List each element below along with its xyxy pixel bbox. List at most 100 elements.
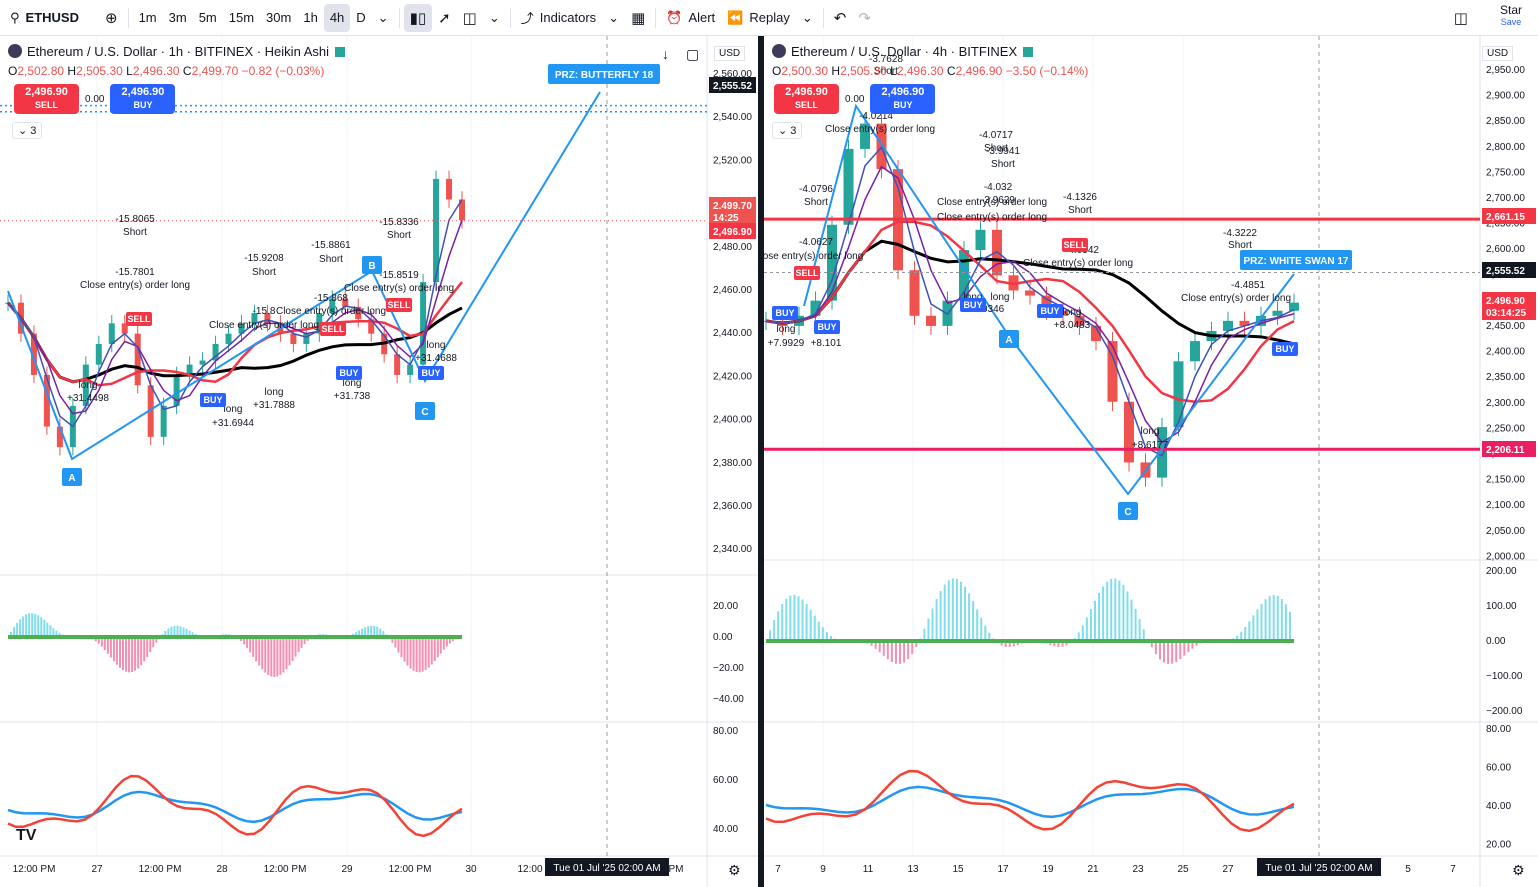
left-chart-legend[interactable]: Ethereum / U.S. Dollar · 1h · BITFINEX ·… bbox=[8, 44, 345, 59]
alert-button[interactable]: ⏰ Alert bbox=[660, 4, 721, 32]
redo-icon[interactable]: ↷ bbox=[858, 9, 871, 27]
crosshair-time-label: Tue 01 Jul '25 02:00 AM bbox=[553, 863, 660, 874]
star-save-button[interactable]: Star Save bbox=[1494, 4, 1538, 32]
right-chart-canvas[interactable]: 2,950.00 2,900.00 2,850.00 2,800.00 2,750.00… bbox=[764, 36, 1538, 887]
indicators-button[interactable]: ⤴ Indicators bbox=[515, 4, 602, 32]
price-axis-label: 2,650.00 bbox=[1486, 219, 1525, 230]
symbol-search[interactable]: ⚲ ETHUSD bbox=[0, 4, 85, 32]
right-chart-legend[interactable]: Ethereum / U.S. Dollar · 4h · BITFINEX bbox=[772, 44, 1034, 59]
right-spread: 0.00 bbox=[845, 93, 865, 105]
trade-annotation: -4.0717 bbox=[979, 130, 1013, 141]
panel-divider[interactable] bbox=[758, 36, 764, 887]
candle-body bbox=[810, 300, 821, 316]
left-maximize-icon[interactable]: ▢ bbox=[686, 46, 700, 62]
tab-15m[interactable]: 15m bbox=[228, 10, 255, 25]
pattern-point-label: A bbox=[68, 473, 75, 484]
left-trade-panel: 2,496.90 SELL 0.00 2,496.90 BUY bbox=[14, 84, 176, 114]
signal-label: SELL bbox=[1063, 240, 1087, 250]
right-chart-panel[interactable]: 2,950.00 2,900.00 2,850.00 2,800.00 2,750.00… bbox=[764, 36, 1538, 887]
left-sell-label: SELL bbox=[34, 100, 58, 110]
tab-3m[interactable]: 3m bbox=[168, 10, 187, 25]
candle-body bbox=[303, 333, 310, 344]
left-settings-gear-icon[interactable]: ⚙ bbox=[728, 862, 741, 878]
trade-annotation: Short bbox=[804, 197, 828, 208]
right-sell-button[interactable]: 2,496.90 SELL bbox=[774, 84, 839, 114]
chevron-down-icon[interactable]: ⌄ bbox=[377, 9, 389, 25]
right-low: 2,496.30 bbox=[896, 64, 944, 78]
time-axis-label: 9 bbox=[820, 864, 826, 875]
rsi-axis-label: 20.00 bbox=[1486, 840, 1511, 851]
macd-axis-label: 100.00 bbox=[1486, 601, 1517, 612]
rsi-axis-label: 80.00 bbox=[713, 726, 738, 737]
rewind-icon: ⏪ bbox=[727, 9, 744, 25]
price-tag-label: 2,555.52 bbox=[1486, 266, 1525, 277]
candle-body bbox=[407, 364, 414, 375]
candle-body bbox=[420, 282, 427, 365]
trade-annotation: -15.7801 bbox=[115, 267, 155, 278]
signal-label: SELL bbox=[127, 314, 151, 324]
left-indicator-toggle[interactable]: ⌄ 3 bbox=[12, 122, 43, 139]
trade-annotation: -15.8519 bbox=[379, 270, 419, 281]
tab-4h[interactable]: 4h bbox=[323, 3, 351, 32]
candle-body bbox=[212, 343, 219, 361]
candle-body bbox=[860, 123, 870, 149]
layout-panels-icon[interactable]: ◫ bbox=[1453, 9, 1468, 27]
candles-chart-type-icon[interactable]: ▮▯ bbox=[403, 3, 433, 32]
ma-fast-line bbox=[7, 219, 463, 415]
trade-annotation: -3.7628 bbox=[869, 54, 903, 65]
trade-annotation: long bbox=[427, 340, 446, 351]
toolbar-divider bbox=[655, 7, 657, 28]
left-ohlc-readout: O2,502.80 H2,505.30 L2,496.30 C2,499.70 … bbox=[8, 64, 325, 78]
price-axis-label: 2,560.00 bbox=[713, 69, 752, 80]
left-scroll-down-icon[interactable]: ↓ bbox=[662, 46, 669, 62]
chevron-down-icon[interactable]: ⌄ bbox=[488, 9, 500, 25]
price-axis-label: 2,000.00 bbox=[1486, 551, 1525, 562]
bar-chart-type-icon[interactable]: ◫ bbox=[462, 9, 477, 27]
price-tag-box bbox=[1482, 262, 1536, 278]
tab-1h[interactable]: 1h bbox=[303, 10, 318, 25]
candle-body bbox=[1289, 302, 1299, 311]
trade-annotation: -15.8336 bbox=[379, 217, 419, 228]
left-currency-selector[interactable]: USD bbox=[714, 46, 746, 61]
undo-icon[interactable]: ↶ bbox=[833, 9, 847, 27]
trade-annotation: +8.6177 bbox=[1132, 440, 1169, 451]
trade-annotation: -15.9208 bbox=[244, 253, 284, 264]
signal-badge bbox=[772, 306, 798, 320]
left-buy-button[interactable]: 2,496.90 BUY bbox=[110, 84, 176, 114]
left-chart-canvas[interactable]: 2,560.002,540.002,520.002,500.002,480.00… bbox=[0, 36, 758, 887]
tab-D[interactable]: D bbox=[356, 10, 366, 25]
signal-label: SELL bbox=[387, 300, 411, 310]
chevron-down-icon[interactable]: ⌄ bbox=[801, 9, 813, 25]
right-currency-selector[interactable]: USD bbox=[1482, 46, 1514, 61]
signal-badge bbox=[1272, 342, 1298, 356]
right-buy-button[interactable]: 2,496.90 BUY bbox=[870, 84, 936, 114]
right-indicator-toggle[interactable]: ⌄ 3 bbox=[772, 122, 803, 139]
replay-button[interactable]: ⏪ Replay bbox=[721, 4, 796, 32]
tab-30m[interactable]: 30m bbox=[266, 10, 292, 25]
rsi-axis-label: 40.00 bbox=[1486, 801, 1511, 812]
right-settings-gear-icon[interactable]: ⚙ bbox=[1512, 862, 1525, 878]
candle-body bbox=[329, 298, 336, 314]
chevron-down-icon[interactable]: ⌄ bbox=[608, 9, 620, 25]
candle-body bbox=[1091, 325, 1101, 342]
price-axis-label: 2,340.00 bbox=[713, 544, 752, 555]
left-chart-panel[interactable]: 2,560.002,540.002,520.002,500.002,480.00… bbox=[0, 36, 758, 887]
time-axis-label: 11 bbox=[863, 864, 874, 875]
symbol-label: ETHUSD bbox=[25, 10, 79, 25]
time-axis-label: 25 bbox=[1177, 864, 1189, 875]
trade-annotation: +8.101 bbox=[811, 338, 842, 349]
time-axis-label: 12:00 PM bbox=[139, 864, 182, 875]
line-chart-type-icon[interactable]: ➚ bbox=[438, 9, 451, 27]
tab-5m[interactable]: 5m bbox=[198, 10, 217, 25]
price-axis-label: 2,300.00 bbox=[1486, 398, 1525, 409]
candle-body bbox=[843, 148, 854, 225]
price-axis-label: 2,250.00 bbox=[1486, 423, 1525, 434]
signal-badge bbox=[126, 312, 152, 326]
rsi-fast-line bbox=[7, 774, 463, 838]
compare-add-icon[interactable]: ⊕ bbox=[104, 9, 118, 27]
left-sell-button[interactable]: 2,496.90 SELL bbox=[14, 84, 79, 114]
tab-1m[interactable]: 1m bbox=[138, 10, 157, 25]
crosshair-time-box bbox=[1257, 858, 1381, 876]
layouts-grid-icon[interactable]: ▦ bbox=[631, 9, 646, 27]
pattern-point-marker bbox=[362, 256, 382, 274]
